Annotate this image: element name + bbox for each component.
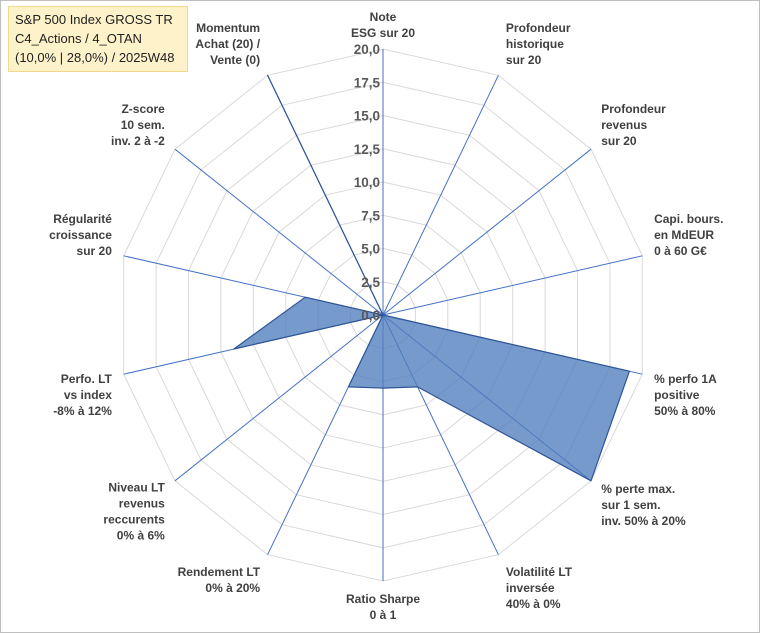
axis-label-line: Volatilité LT [506, 565, 573, 579]
axis-label: Perfo. LT vs index -8% à 12% [53, 372, 112, 418]
axis-label-line: Perfo. LT [61, 372, 113, 386]
axis-label: Note ESG sur 20 [351, 10, 415, 40]
axis-label: Capi. bours. en MdEUR 0 à 60 G€ [654, 212, 723, 258]
axis-label-line: Rendement LT [178, 565, 261, 579]
axis-label-line: sur 20 [77, 244, 113, 258]
axis-label-line: historique [506, 37, 564, 51]
axis-label-line: ESG sur 20 [351, 26, 415, 40]
axis-label-line: Profondeur [601, 102, 666, 116]
axis-label-line: % perte max. [601, 482, 675, 496]
tick-label: 20,0 [354, 42, 380, 57]
axis-spoke [382, 148, 592, 316]
axis-label-line: Régularité [53, 212, 112, 226]
tick-label: 10,0 [354, 175, 380, 190]
axis-label-line: Momentum [196, 21, 260, 35]
tick-label: 17,5 [354, 75, 381, 90]
axis-label-line: croissance [49, 228, 112, 242]
tick-label: 12,5 [354, 142, 381, 157]
axis-label: Ratio Sharpe 0 à 1 [346, 592, 420, 622]
axis-label-line: 50% à 80% [654, 404, 716, 418]
axis-label: Momentum Achat (20) / Vente (0) [195, 21, 260, 67]
axis-label-line: 40% à 0% [506, 597, 561, 611]
axis-label: Z-score 10 sem. inv. 2 à -2 [111, 102, 165, 148]
axis-label-line: Ratio Sharpe [346, 592, 420, 606]
axis-label-line: Note [370, 10, 397, 24]
axis-label-line: Capi. bours. [654, 212, 723, 226]
axis-label: % perte max. sur 1 sem. inv. 50% à 20% [601, 482, 686, 528]
axis-spoke [382, 75, 499, 316]
axis-label-line: en MdEUR [654, 228, 714, 242]
title-line-1: S&P 500 Index GROSS TR [15, 12, 173, 27]
axis-label-line: sur 20 [601, 134, 637, 148]
axis-label-line: Profondeur [506, 21, 571, 35]
axis-label: Rendement LT 0% à 20% [178, 565, 261, 595]
axis-label-line: sur 1 sem. [601, 498, 660, 512]
tick-label: 0,0 [361, 308, 380, 323]
axis-label-line: inv. 2 à -2 [111, 134, 165, 148]
tick-label: 15,0 [354, 109, 380, 124]
axis-label-line: 0% à 20% [205, 581, 260, 595]
axis-label: Niveau LT revenus reccurents 0% à 6% [103, 480, 165, 542]
radar-tick-labels: 0,0 2,5 5,0 7,5 10,0 12,5 15,0 17,5 20,0 [354, 42, 381, 323]
axis-label: Régularité croissance sur 20 [49, 212, 112, 258]
axis-label-line: % perfo 1A [654, 372, 717, 386]
axis-label-line: positive [654, 388, 700, 402]
axis-label: % perfo 1A positive 50% à 80% [654, 372, 717, 418]
title-line-2: C4_Actions / 4_OTAN [15, 31, 142, 46]
axis-label-line: vs index [64, 388, 112, 402]
radar-series [233, 74, 631, 482]
axis-label-line: -8% à 12% [53, 404, 112, 418]
axis-label-line: 0% à 6% [117, 528, 165, 542]
axis-label-line: inv. 50% à 20% [601, 514, 686, 528]
tick-label: 5,0 [361, 242, 380, 257]
axis-label: Profondeur historique sur 20 [506, 21, 571, 67]
axis-label-line: 0 à 1 [370, 608, 397, 622]
axis-label: Profondeur revenus sur 20 [601, 102, 666, 148]
axis-label-line: Niveau LT [108, 480, 165, 494]
series-area [233, 74, 631, 482]
axis-label: Volatilité LT inversée 40% à 0% [506, 565, 573, 611]
axis-label-line: Achat (20) / [195, 37, 260, 51]
tick-label: 7,5 [361, 208, 380, 223]
axis-label-line: Z-score [121, 102, 165, 116]
axis-label-line: sur 20 [506, 53, 542, 67]
axis-label-line: revenus [601, 118, 647, 132]
radar-axis-labels: Note ESG sur 20 Profondeur historique sur 20… [49, 10, 723, 622]
axis-label-line: reccurents [103, 512, 165, 526]
chart-title: S&P 500 Index GROSS TR C4_Actions / 4_OT… [8, 6, 188, 72]
axis-label-line: inversée [506, 581, 555, 595]
tick-label: 2,5 [361, 275, 380, 290]
axis-spoke [174, 314, 384, 482]
axis-label-line: 0 à 60 G€ [654, 244, 707, 258]
axis-label-line: revenus [119, 496, 165, 510]
axis-label-line: Vente (0) [210, 53, 260, 67]
axis-spoke [174, 148, 384, 316]
title-line-3: (10,0% | 28,0%) / 2025W48 [15, 50, 175, 65]
axis-spoke [382, 255, 643, 316]
axis-label-line: 10 sem. [121, 118, 165, 132]
